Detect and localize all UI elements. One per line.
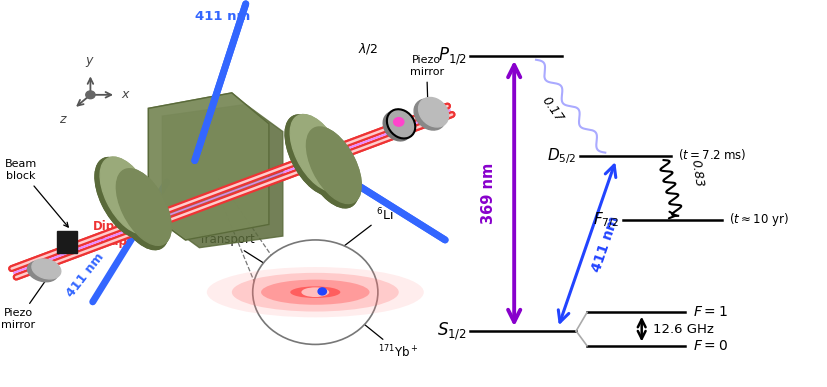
Ellipse shape	[261, 279, 369, 305]
Text: $S_{1/2}$: $S_{1/2}$	[437, 320, 466, 342]
Text: $^6$Li: $^6$Li	[332, 207, 393, 255]
Text: Piezo
mirror: Piezo mirror	[2, 276, 49, 330]
Text: $F = 0$: $F = 0$	[692, 339, 727, 353]
Text: 0.17: 0.17	[538, 95, 565, 125]
Circle shape	[318, 288, 326, 295]
Text: $(t = 7.2$ ms$)$: $(t = 7.2$ ms$)$	[677, 147, 746, 162]
Ellipse shape	[306, 127, 361, 204]
Ellipse shape	[207, 267, 423, 317]
Text: 369 nm: 369 nm	[480, 163, 495, 224]
Ellipse shape	[95, 158, 152, 238]
Ellipse shape	[100, 157, 155, 234]
Ellipse shape	[27, 261, 58, 282]
Polygon shape	[148, 93, 269, 240]
Text: $^{171}$Yb$^+$: $^{171}$Yb$^+$	[330, 297, 418, 360]
Text: $(t \approx 10$ yr$)$: $(t \approx 10$ yr$)$	[729, 211, 788, 228]
Text: 12.6 GHz: 12.6 GHz	[652, 323, 713, 336]
Ellipse shape	[414, 99, 445, 130]
Ellipse shape	[306, 127, 361, 204]
Polygon shape	[162, 104, 283, 248]
Text: $y$: $y$	[85, 55, 95, 69]
Text: Dipole
trap: Dipole trap	[93, 220, 135, 248]
Text: 411 nm: 411 nm	[65, 250, 107, 300]
Circle shape	[252, 240, 377, 344]
Ellipse shape	[232, 273, 399, 312]
Ellipse shape	[387, 110, 414, 138]
Ellipse shape	[393, 118, 404, 126]
Text: $\lambda/2$: $\lambda/2$	[358, 41, 378, 56]
Ellipse shape	[100, 157, 155, 234]
Text: 0.83: 0.83	[687, 158, 704, 188]
Text: $F = 1$: $F = 1$	[692, 305, 726, 319]
Text: Piezo
mirror: Piezo mirror	[409, 55, 443, 104]
Text: $F_{7/2}$: $F_{7/2}$	[593, 209, 619, 229]
Ellipse shape	[95, 158, 152, 238]
Ellipse shape	[290, 286, 340, 298]
Text: Beam
block: Beam block	[5, 159, 68, 227]
Ellipse shape	[418, 98, 448, 127]
Ellipse shape	[301, 287, 329, 297]
Ellipse shape	[383, 111, 411, 141]
Text: $z$: $z$	[60, 113, 68, 125]
Ellipse shape	[284, 115, 342, 195]
Text: $P_{1/2}$: $P_{1/2}$	[437, 45, 466, 67]
Ellipse shape	[290, 115, 345, 191]
Ellipse shape	[32, 259, 60, 279]
Text: 411 nm: 411 nm	[589, 214, 620, 274]
Text: 411 nm: 411 nm	[194, 10, 250, 23]
Ellipse shape	[111, 169, 169, 250]
Ellipse shape	[301, 127, 358, 208]
Ellipse shape	[111, 169, 169, 250]
Ellipse shape	[117, 169, 171, 245]
Ellipse shape	[301, 127, 358, 208]
Text: Transport: Transport	[199, 233, 290, 280]
Bar	[57, 231, 78, 253]
Ellipse shape	[284, 115, 342, 195]
Ellipse shape	[117, 169, 171, 245]
Text: $D_{5/2}$: $D_{5/2}$	[546, 146, 576, 166]
Text: $x$: $x$	[122, 88, 131, 101]
Ellipse shape	[290, 115, 345, 191]
Circle shape	[86, 91, 95, 99]
